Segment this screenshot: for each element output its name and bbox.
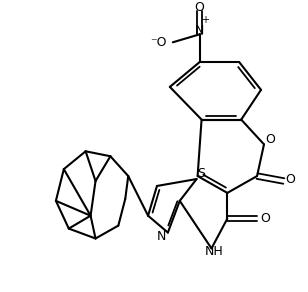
Text: N: N xyxy=(195,24,204,37)
Text: NH: NH xyxy=(205,245,224,258)
Text: +: + xyxy=(201,15,209,25)
Text: N: N xyxy=(157,230,167,243)
Text: O: O xyxy=(195,1,205,14)
Text: O: O xyxy=(265,133,275,146)
Text: ⁻O: ⁻O xyxy=(150,36,166,49)
Text: O: O xyxy=(260,212,270,225)
Text: O: O xyxy=(285,173,295,185)
Text: S: S xyxy=(197,167,205,180)
